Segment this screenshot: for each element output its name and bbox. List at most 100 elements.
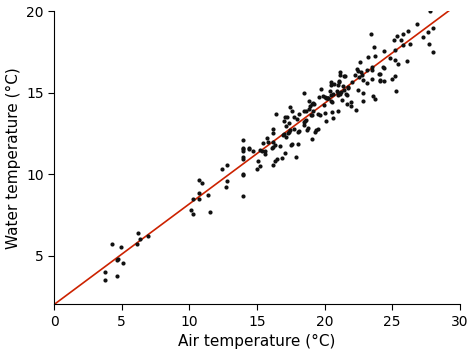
Point bbox=[195, 196, 203, 202]
Point bbox=[145, 234, 152, 239]
Point bbox=[392, 88, 400, 94]
Point bbox=[367, 32, 374, 37]
Point bbox=[406, 41, 414, 47]
Point bbox=[399, 43, 406, 48]
Point bbox=[282, 114, 289, 120]
Point bbox=[328, 82, 335, 88]
Point bbox=[388, 76, 395, 82]
Point bbox=[419, 34, 427, 40]
Point bbox=[334, 108, 341, 113]
Point bbox=[348, 80, 356, 85]
Point bbox=[429, 25, 437, 31]
Point bbox=[334, 92, 342, 98]
Point bbox=[369, 76, 376, 81]
Point bbox=[195, 190, 203, 196]
Point bbox=[343, 102, 351, 107]
Point bbox=[276, 143, 284, 148]
Point bbox=[117, 244, 125, 250]
Point bbox=[195, 177, 203, 182]
Point bbox=[352, 107, 360, 113]
Point bbox=[289, 108, 296, 114]
Point bbox=[269, 145, 276, 151]
Point bbox=[259, 141, 267, 146]
Point bbox=[101, 277, 109, 283]
Point bbox=[286, 104, 293, 110]
Point bbox=[288, 141, 296, 147]
Point bbox=[354, 88, 362, 93]
Point bbox=[305, 106, 312, 112]
Point bbox=[368, 64, 376, 70]
Point bbox=[304, 125, 311, 131]
Point bbox=[322, 118, 330, 124]
Point bbox=[240, 148, 247, 154]
Point bbox=[320, 103, 328, 108]
Point bbox=[302, 109, 310, 114]
Point bbox=[364, 80, 371, 85]
Point bbox=[327, 92, 335, 98]
Point bbox=[380, 65, 388, 71]
Point bbox=[269, 140, 277, 145]
Point bbox=[327, 88, 334, 93]
Point bbox=[254, 158, 262, 164]
Point bbox=[322, 110, 329, 115]
Point bbox=[283, 114, 291, 119]
Point bbox=[284, 130, 292, 136]
Point bbox=[240, 193, 247, 199]
Point bbox=[413, 21, 421, 27]
Point bbox=[337, 69, 344, 75]
Point bbox=[319, 93, 327, 99]
Point bbox=[314, 111, 321, 116]
Point bbox=[285, 129, 292, 135]
Point bbox=[114, 256, 121, 262]
Point bbox=[397, 37, 404, 43]
Point bbox=[240, 145, 247, 151]
Point bbox=[333, 89, 340, 94]
Point bbox=[425, 42, 433, 47]
Point bbox=[300, 122, 308, 128]
Point bbox=[327, 98, 335, 104]
Point bbox=[321, 95, 328, 100]
Point bbox=[240, 173, 247, 178]
Point bbox=[334, 83, 342, 88]
Point bbox=[336, 91, 344, 97]
Point bbox=[328, 79, 335, 84]
Point bbox=[357, 69, 365, 75]
Point bbox=[300, 91, 307, 96]
Point bbox=[316, 113, 324, 118]
Point bbox=[323, 95, 330, 101]
Point bbox=[335, 79, 343, 84]
Point bbox=[282, 124, 289, 129]
Point bbox=[347, 99, 355, 105]
Point bbox=[339, 83, 346, 89]
Point bbox=[301, 119, 308, 125]
Point bbox=[355, 68, 362, 73]
Point bbox=[393, 33, 401, 39]
Point bbox=[399, 31, 407, 37]
Point bbox=[328, 99, 336, 105]
Point bbox=[264, 136, 271, 141]
Point bbox=[288, 142, 295, 148]
Point bbox=[223, 163, 230, 168]
Point bbox=[302, 118, 310, 123]
Point bbox=[292, 154, 300, 160]
Point bbox=[286, 127, 294, 133]
Point bbox=[322, 95, 330, 101]
Point bbox=[341, 73, 348, 79]
Point bbox=[273, 111, 280, 116]
Point bbox=[429, 49, 437, 55]
Point bbox=[245, 145, 252, 151]
Point bbox=[404, 28, 411, 34]
Point bbox=[189, 196, 197, 202]
Point bbox=[301, 108, 308, 114]
Point bbox=[278, 155, 286, 160]
Point bbox=[345, 84, 352, 89]
Point bbox=[269, 130, 277, 136]
Point bbox=[359, 98, 367, 103]
Point bbox=[330, 82, 338, 87]
Point bbox=[340, 87, 347, 93]
Point bbox=[391, 57, 399, 62]
Point bbox=[358, 72, 366, 78]
Point bbox=[240, 171, 247, 176]
Point bbox=[370, 93, 377, 99]
Point bbox=[371, 96, 379, 102]
